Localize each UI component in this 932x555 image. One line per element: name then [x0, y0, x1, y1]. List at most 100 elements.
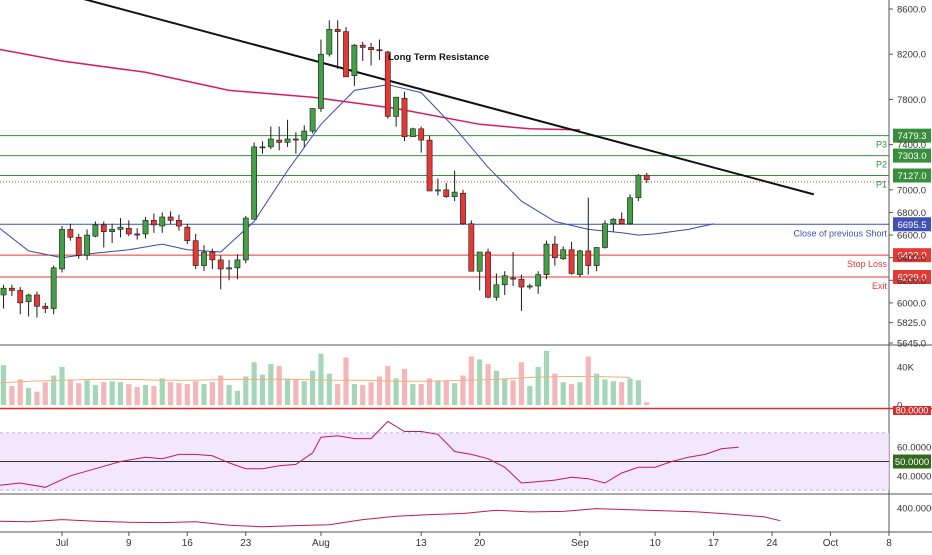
rsi-tick-label: 60.0000	[897, 443, 931, 454]
candle-body	[75, 237, 82, 256]
time-tick-label: 10	[650, 538, 662, 549]
candle-body	[460, 192, 466, 225]
volume-bar	[619, 382, 625, 405]
volume-bar	[426, 378, 433, 405]
price-level-tag	[893, 248, 931, 263]
candle-body	[401, 97, 408, 138]
volume-bar	[184, 384, 190, 405]
candle-body	[301, 130, 308, 141]
volume-bar	[560, 382, 566, 405]
volume-bars	[0, 350, 650, 405]
time-tick-label: 13	[416, 538, 428, 549]
candle-body	[393, 96, 400, 117]
price-level-label: P3	[876, 140, 887, 150]
price-tick-label: 5825.0	[897, 318, 926, 329]
rsi-tick-label: 80.0000	[896, 406, 929, 416]
candle-body	[493, 284, 500, 298]
lower-tick-label: 400.0000	[897, 504, 932, 515]
volume-bar	[76, 383, 82, 405]
candle-body	[201, 251, 207, 266]
volume-bar	[502, 378, 508, 405]
candle-body	[192, 240, 199, 266]
volume-bar	[301, 381, 307, 405]
volume-bar	[293, 379, 299, 405]
volume-bar	[385, 366, 391, 405]
volume-bar	[159, 378, 165, 405]
volume-bar	[117, 382, 124, 405]
price-level-label: P1	[876, 179, 887, 189]
price-level-tag	[893, 217, 931, 232]
ema-line	[0, 84, 714, 259]
price-level-tag-text: 7303.0	[897, 151, 926, 162]
candle-body	[577, 250, 583, 275]
candle-body	[109, 229, 116, 232]
sma-line	[0, 48, 580, 131]
rsi-tick-label: 40.0000	[897, 471, 931, 482]
candle-body	[318, 53, 324, 109]
candle-body	[25, 294, 32, 303]
volume-bar	[644, 402, 650, 405]
price-level-tag-text: 6229.0	[897, 272, 926, 283]
volume-bar	[9, 386, 15, 405]
volume-bar	[234, 390, 241, 405]
volume-bar	[67, 379, 73, 405]
candle-body	[50, 267, 57, 309]
volume-bar	[543, 350, 550, 405]
price-level-label: Stop Loss	[847, 259, 888, 269]
candle-body	[343, 31, 349, 78]
volume-bar	[610, 381, 616, 405]
time-tick-label: 20	[474, 538, 486, 549]
candle-body	[468, 223, 475, 272]
time-tick-label: 9	[126, 538, 132, 549]
volume-bar	[635, 380, 641, 405]
price-level-tag-text: 7479.3	[897, 131, 926, 142]
volume-bar	[176, 383, 182, 405]
candle-body	[117, 226, 124, 230]
volume-bar	[343, 357, 349, 405]
candle-body	[34, 294, 40, 307]
candle-body	[309, 108, 316, 132]
candle-body	[234, 259, 241, 269]
candle-body	[334, 29, 341, 32]
candle-body	[293, 138, 299, 141]
volume-bar	[226, 385, 232, 405]
volume-bar	[92, 385, 99, 405]
candle-body	[485, 251, 491, 298]
candle-body	[451, 191, 458, 197]
candle-body	[510, 277, 516, 280]
candle-body	[0, 287, 7, 296]
volume-bar	[134, 386, 140, 405]
volume-bar	[410, 384, 416, 405]
volume-bar	[510, 380, 516, 405]
volume-bar	[126, 384, 132, 405]
candle-body	[184, 226, 191, 242]
volume-bar	[243, 376, 249, 405]
time-tick-label: 17	[708, 538, 720, 549]
candle-body	[602, 223, 608, 248]
volume-bar	[443, 380, 449, 405]
volume-bar	[318, 353, 324, 405]
volume-bar	[276, 366, 282, 405]
candle-body	[67, 229, 74, 238]
price-level-tag-text: 6422.0	[897, 251, 926, 262]
volume-bar	[201, 384, 207, 405]
price-level-tag-text: 7127.0	[897, 171, 926, 182]
price-level-label: Close of previous Short	[793, 228, 887, 238]
volume-bar	[42, 382, 48, 405]
candle-body	[635, 174, 642, 199]
time-tick-label: 16	[182, 538, 194, 549]
candles[interactable]	[0, 20, 650, 325]
volume-bar	[310, 370, 316, 405]
volume-bar	[351, 384, 357, 405]
price-tick-label: 6800.0	[897, 208, 926, 219]
volume-bar	[602, 379, 608, 405]
volume-bar	[251, 362, 257, 405]
volume-bar	[627, 378, 633, 405]
candle-body	[560, 249, 567, 260]
candle-body	[418, 128, 425, 141]
candle-body	[409, 128, 416, 138]
candle-body	[359, 44, 366, 48]
rsi-pane	[0, 420, 889, 491]
